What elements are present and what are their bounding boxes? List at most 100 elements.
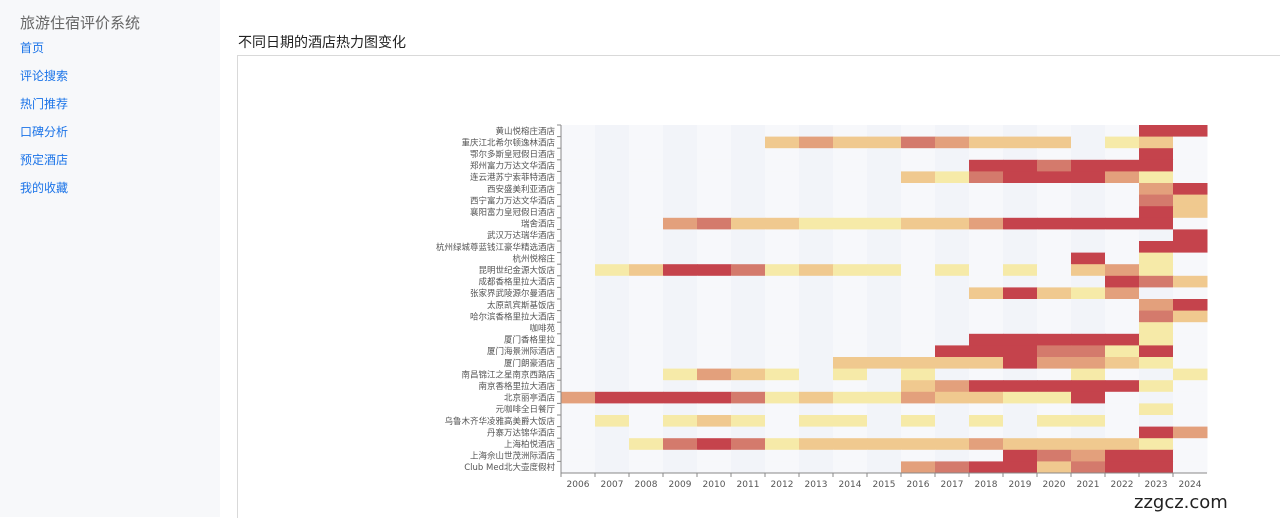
heatmap-cell <box>1003 229 1038 242</box>
heatmap-cell <box>561 252 596 265</box>
heatmap-cell <box>799 136 834 149</box>
heatmap-cell <box>765 426 800 439</box>
heatmap-cell <box>765 171 800 184</box>
heatmap-cell <box>935 206 970 219</box>
heatmap-cell <box>595 159 630 172</box>
heatmap-cell <box>1139 357 1174 370</box>
heatmap-cell <box>901 345 936 358</box>
heatmap-cell <box>731 287 766 300</box>
nav-item-reputation-analysis[interactable]: 口碑分析 <box>20 125 69 139</box>
heatmap-cell <box>561 368 596 381</box>
heatmap-cell <box>561 380 596 393</box>
heatmap-cell <box>1105 148 1140 161</box>
heatmap-cell <box>1003 345 1038 358</box>
heatmap-cell <box>595 287 630 300</box>
heatmap-cell <box>1003 183 1038 196</box>
heatmap-cell <box>1139 403 1174 416</box>
heatmap-cell <box>1139 206 1174 219</box>
heatmap-cell <box>697 206 732 219</box>
heatmap-cell <box>799 345 834 358</box>
heatmap-cell <box>799 461 834 474</box>
heatmap-cell <box>561 125 596 138</box>
nav-item-review-search[interactable]: 评论搜索 <box>20 69 69 83</box>
heatmap-cell <box>867 391 902 404</box>
heatmap-cell <box>1173 159 1208 172</box>
heatmap-cell <box>595 403 630 416</box>
heatmap-cell <box>969 217 1004 230</box>
heatmap-cell <box>1037 403 1072 416</box>
heatmap-cell <box>1139 252 1174 265</box>
heatmap-cell <box>935 275 970 288</box>
heatmap-cell <box>1037 275 1072 288</box>
heatmap-cell <box>867 229 902 242</box>
heatmap-cell <box>629 229 664 242</box>
heatmap-cell <box>1139 194 1174 207</box>
heatmap-cell <box>1139 264 1174 277</box>
heatmap-cell <box>969 287 1004 300</box>
heatmap-cell <box>595 322 630 335</box>
heatmap-cell <box>1139 426 1174 439</box>
heatmap-cell <box>935 229 970 242</box>
heatmap-cell <box>561 159 596 172</box>
heatmap-cell <box>731 148 766 161</box>
heatmap-cell <box>1071 159 1106 172</box>
heatmap-cell <box>595 148 630 161</box>
heatmap-cell <box>561 403 596 416</box>
heatmap-cell <box>731 299 766 312</box>
heatmap-cell <box>833 322 868 335</box>
heatmap-cell <box>935 148 970 161</box>
heatmap-cell <box>1003 449 1038 462</box>
x-tick-label: 2020 <box>1043 480 1066 490</box>
heatmap-cell <box>697 264 732 277</box>
heatmap-cell <box>867 217 902 230</box>
heatmap-cell <box>595 449 630 462</box>
heatmap-cell <box>1071 287 1106 300</box>
heatmap-cell <box>1173 345 1208 358</box>
heatmap-cell <box>1173 275 1208 288</box>
heatmap-cell <box>1139 391 1174 404</box>
heatmap-cell <box>663 217 698 230</box>
y-tick-label: 西安盛美利亚酒店 <box>487 184 556 195</box>
heatmap-cell <box>1037 368 1072 381</box>
heatmap-cell <box>629 438 664 451</box>
heatmap-cell <box>1173 380 1208 393</box>
heatmap-cell <box>901 449 936 462</box>
nav-item-hot-recommend[interactable]: 热门推荐 <box>20 97 69 111</box>
nav-item-home[interactable]: 首页 <box>20 41 45 55</box>
heatmap-cell <box>833 380 868 393</box>
heatmap-cell <box>935 183 970 196</box>
heatmap-cell <box>833 148 868 161</box>
nav-item-book-hotel[interactable]: 预定酒店 <box>20 153 69 167</box>
heatmap-cell <box>1139 380 1174 393</box>
heatmap-cell <box>697 333 732 346</box>
heatmap-cell <box>731 345 766 358</box>
heatmap-cell <box>901 229 936 242</box>
heatmap-cell <box>1105 229 1140 242</box>
heatmap-cell <box>969 438 1004 451</box>
heatmap-cell <box>629 461 664 474</box>
heatmap-cell <box>799 241 834 254</box>
x-tick-label: 2009 <box>669 480 692 490</box>
heatmap-cell <box>969 299 1004 312</box>
heatmap-cell <box>935 415 970 428</box>
heatmap-cell <box>1071 136 1106 149</box>
nav-item-favorites[interactable]: 我的收藏 <box>20 181 69 195</box>
heatmap-cell <box>935 299 970 312</box>
heatmap-cell <box>663 241 698 254</box>
x-tick-label: 2016 <box>907 480 930 490</box>
heatmap-cell <box>663 438 698 451</box>
heatmap-cell <box>663 125 698 138</box>
heatmap-cell <box>1173 229 1208 242</box>
heatmap-cell <box>1173 426 1208 439</box>
heatmap-cell <box>765 264 800 277</box>
heatmap-cell <box>595 217 630 230</box>
heatmap-cell <box>595 229 630 242</box>
heatmap-cell <box>901 136 936 149</box>
heatmap-cell <box>901 183 936 196</box>
heatmap-cell <box>1139 241 1174 254</box>
heatmap-cell <box>1003 461 1038 474</box>
heatmap-cell <box>901 333 936 346</box>
heatmap-cell <box>1139 368 1174 381</box>
heatmap-cell <box>731 125 766 138</box>
heatmap-cell <box>731 136 766 149</box>
